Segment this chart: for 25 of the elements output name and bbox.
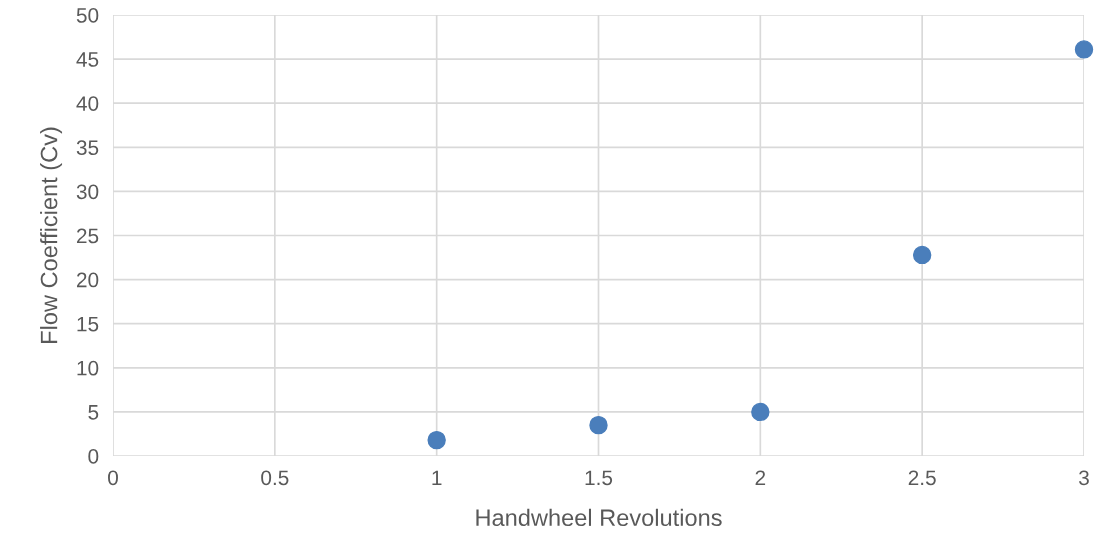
x-tick-label: 2.5 [908, 470, 936, 486]
x-tick-label: 3 [1079, 470, 1089, 486]
y-tick-label: 0 [88, 449, 99, 464]
y-tick-label: 25 [76, 228, 99, 244]
y-tick-label: 40 [76, 96, 99, 111]
x-tick-label: 1.5 [585, 470, 613, 486]
point [589, 415, 608, 435]
y-tick-label: 5 [88, 405, 99, 420]
point [912, 245, 932, 265]
y-tick-label: 50 [76, 8, 99, 23]
x-tick-label: 2 [755, 470, 766, 485]
y-tick-label: 20 [76, 272, 99, 288]
y-axis-title: Flow Coefficient (Cv) [40, 127, 63, 343]
y-tick-label: 10 [77, 360, 99, 376]
point [751, 402, 770, 422]
y-tick-label: 35 [76, 140, 99, 156]
point [427, 430, 446, 450]
x-tick-label: 1 [432, 470, 442, 485]
y-tick-label: 30 [76, 184, 99, 200]
x-tick-label: 0.5 [261, 470, 289, 486]
point [1074, 40, 1094, 59]
y-tick-label: 45 [76, 52, 99, 67]
y-tick-label: 15 [77, 316, 99, 332]
x-axis-title: Handwheel Revolutions [476, 508, 722, 527]
x-tick-label: 0 [108, 470, 118, 486]
